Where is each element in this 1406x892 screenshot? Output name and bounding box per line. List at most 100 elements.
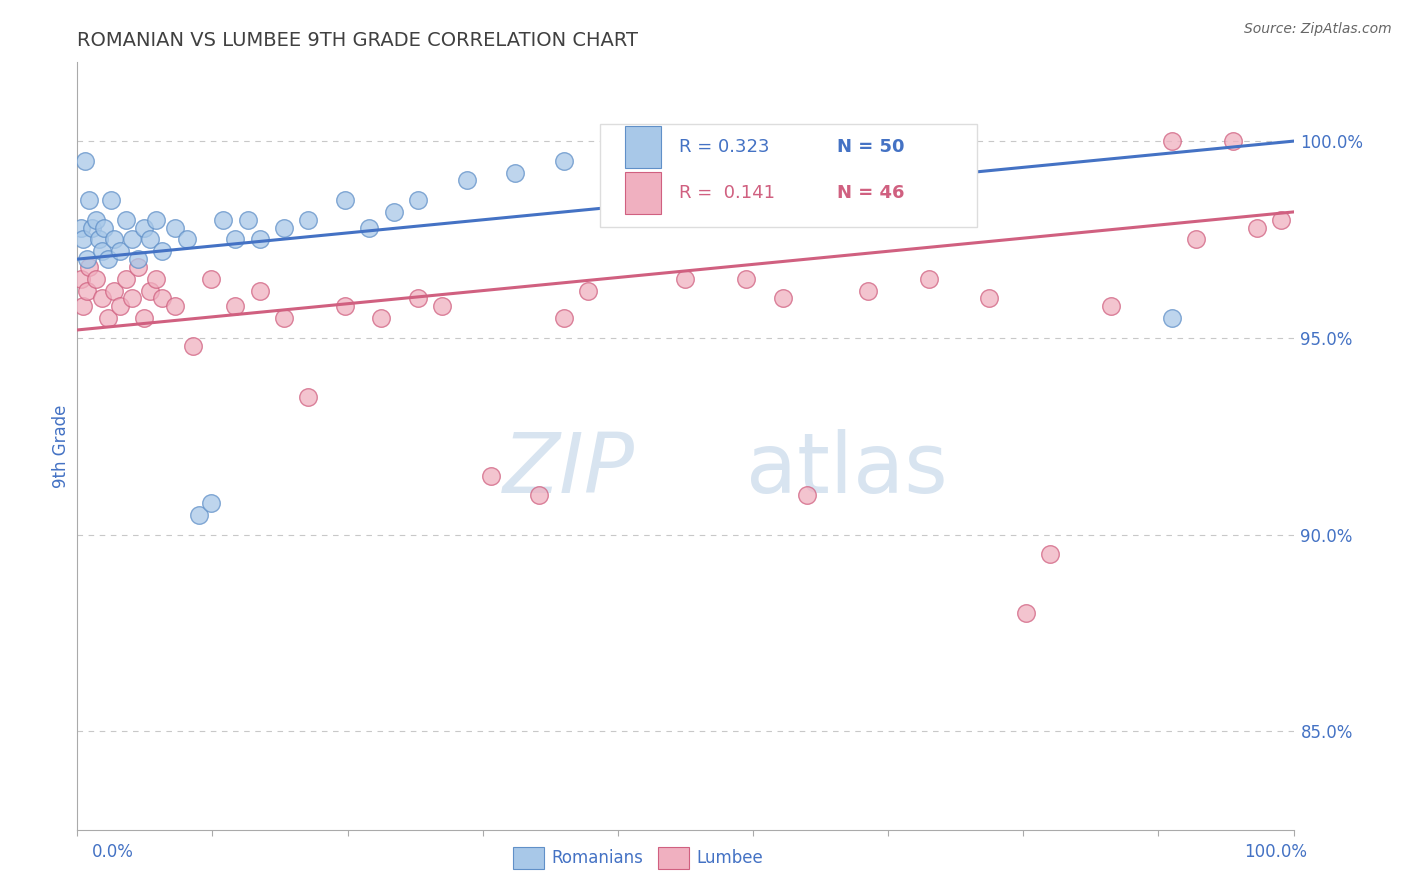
Point — [134, 311, 156, 326]
Point — [134, 220, 156, 235]
Text: ROMANIAN VS LUMBEE 9TH GRADE CORRELATION CHART: ROMANIAN VS LUMBEE 9TH GRADE CORRELATION… — [77, 30, 638, 50]
Point — [188, 508, 211, 522]
Point — [772, 292, 794, 306]
FancyBboxPatch shape — [600, 124, 977, 227]
Point — [406, 193, 429, 207]
Point — [115, 272, 138, 286]
Point — [273, 311, 295, 326]
Point — [1161, 311, 1184, 326]
Point — [430, 299, 453, 313]
Point — [103, 284, 125, 298]
Point — [73, 153, 96, 168]
Point — [359, 220, 381, 235]
Point — [90, 244, 112, 259]
Point — [80, 220, 103, 235]
Point — [139, 232, 162, 246]
Point — [200, 496, 222, 510]
Point — [163, 299, 186, 313]
Point — [1099, 299, 1122, 313]
Point — [893, 134, 915, 148]
Point — [796, 134, 818, 148]
Point — [152, 292, 174, 306]
Point — [93, 220, 115, 235]
Point — [249, 232, 271, 246]
Point — [97, 252, 120, 267]
Point — [127, 252, 149, 267]
Point — [553, 153, 575, 168]
Point — [710, 134, 733, 148]
Point — [249, 284, 271, 298]
Point — [236, 212, 259, 227]
Point — [100, 193, 122, 207]
Point — [297, 390, 319, 404]
Point — [127, 260, 149, 274]
Point — [76, 252, 98, 267]
Point — [942, 134, 965, 148]
Text: 100.0%: 100.0% — [1244, 843, 1308, 861]
Point — [89, 232, 111, 246]
Point — [675, 272, 697, 286]
Point — [918, 272, 941, 286]
Point — [108, 299, 131, 313]
Point — [145, 272, 167, 286]
Point — [333, 299, 356, 313]
Point — [979, 292, 1001, 306]
Text: 0.0%: 0.0% — [91, 843, 134, 861]
Text: R = 0.323: R = 0.323 — [679, 138, 770, 156]
Point — [115, 212, 138, 227]
Point — [163, 220, 186, 235]
Point — [382, 205, 405, 219]
Point — [856, 284, 879, 298]
Point — [1039, 547, 1062, 561]
Point — [602, 142, 624, 156]
Point — [273, 220, 295, 235]
Y-axis label: 9th Grade: 9th Grade — [52, 404, 70, 488]
Point — [856, 134, 879, 148]
Point — [456, 173, 478, 187]
Point — [70, 272, 93, 286]
Point — [503, 165, 526, 179]
Point — [297, 212, 319, 227]
Point — [97, 311, 120, 326]
Point — [1185, 232, 1208, 246]
Point — [224, 232, 246, 246]
Point — [212, 212, 235, 227]
Point — [84, 212, 107, 227]
Point — [70, 220, 93, 235]
Point — [79, 193, 101, 207]
Point — [1270, 212, 1292, 227]
Point — [224, 299, 246, 313]
Point — [1222, 134, 1244, 148]
Point — [145, 212, 167, 227]
Point — [200, 272, 222, 286]
Point — [90, 292, 112, 306]
Text: Lumbee: Lumbee — [696, 849, 762, 867]
Point — [1015, 606, 1038, 620]
Point — [176, 232, 198, 246]
Point — [139, 284, 162, 298]
Text: N = 50: N = 50 — [838, 138, 905, 156]
Point — [76, 284, 98, 298]
FancyBboxPatch shape — [624, 172, 661, 214]
Point — [479, 468, 502, 483]
Point — [576, 284, 599, 298]
Point — [108, 244, 131, 259]
Point — [121, 232, 143, 246]
Text: atlas: atlas — [747, 428, 948, 509]
Point — [181, 339, 204, 353]
Point — [72, 232, 94, 246]
Point — [735, 272, 758, 286]
Point — [529, 488, 551, 502]
Point — [675, 134, 697, 148]
Point — [406, 292, 429, 306]
Point — [747, 134, 769, 148]
Point — [772, 134, 794, 148]
Text: Romanians: Romanians — [551, 849, 643, 867]
Point — [820, 134, 842, 148]
Point — [79, 260, 101, 274]
Text: R =  0.141: R = 0.141 — [679, 184, 775, 202]
Point — [84, 272, 107, 286]
Point — [370, 311, 392, 326]
Point — [121, 292, 143, 306]
Point — [103, 232, 125, 246]
